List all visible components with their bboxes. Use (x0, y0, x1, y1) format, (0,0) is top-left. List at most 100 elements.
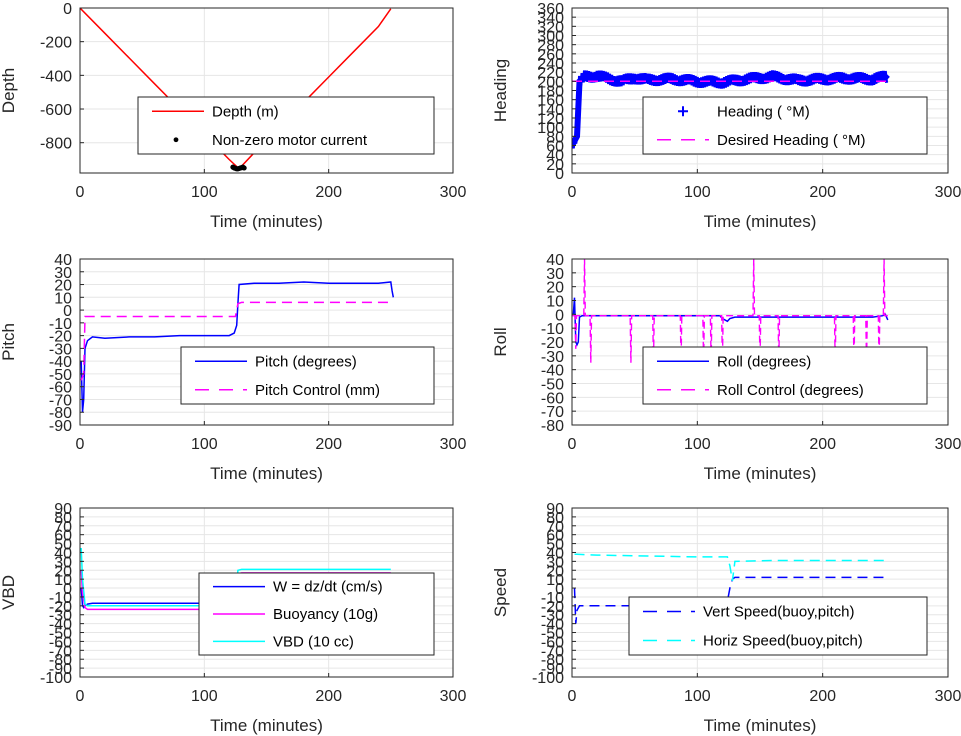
pitch-y-tick-label: 0 (63, 303, 72, 320)
vbd-y-tick-label: -10 (49, 590, 72, 607)
pitch-y-tick-label: -80 (49, 405, 72, 422)
pitch-x-axis-label: Time (minutes) (210, 464, 323, 483)
roll-y-tick-label: 0 (555, 307, 564, 324)
vbd-y-tick-label: -40 (49, 617, 72, 634)
vbd-y-tick-label: 50 (54, 537, 72, 554)
speed-x-tick-label: 200 (809, 688, 836, 705)
speed-legend-box (628, 596, 928, 656)
heading-y-tick-label: 120 (537, 111, 564, 128)
depth-axes-box (79, 7, 454, 174)
heading-y-tick-label: 200 (537, 74, 564, 91)
speed-y-tick-label: -90 (541, 661, 564, 678)
roll-y-tick-label: 30 (546, 266, 564, 283)
depth-y-axis-label: Depth (0, 68, 18, 113)
roll-legend-box (642, 346, 928, 405)
depth-series-group (80, 7, 392, 172)
pitch-y-axis-label: Pitch (0, 323, 18, 361)
speed-y-tick-label: 90 (546, 501, 564, 518)
speed-y-tick-label: -80 (541, 652, 564, 669)
vbd-y-tick-label: 10 (54, 572, 72, 589)
vbd-y-axis-label: VBD (0, 575, 18, 610)
depth-x-tick-label: 100 (191, 184, 218, 201)
heading-x-axis-label: Time (minutes) (704, 212, 817, 231)
pitch-series-0-line (80, 281, 395, 413)
depth-x-tick-label: 300 (440, 184, 467, 201)
depth-legend: Depth (m) Non-zero motor current (137, 96, 435, 155)
pitch-axes-box (79, 258, 454, 426)
heading-x-tick-label: 300 (935, 184, 961, 201)
pitch-x-tick-label: 0 (76, 436, 85, 453)
heading-y-tick-label: 180 (537, 84, 564, 101)
heading-x-tick-label: 100 (684, 184, 711, 201)
vbd-y-tick-label: -60 (49, 634, 72, 651)
roll-y-tick-label: 20 (546, 280, 564, 297)
speed-x-tick-label: 0 (568, 688, 577, 705)
speed-y-tick-label: 30 (546, 554, 564, 571)
vbd-y-tick-label: 90 (54, 501, 72, 518)
heading-y-tick-label: 100 (537, 120, 564, 137)
heading-x-tick-label: 0 (568, 184, 577, 201)
heading-legend-swatch (678, 106, 688, 117)
speed-y-tick-label: -60 (541, 634, 564, 651)
roll-y-tick-label: -70 (541, 404, 564, 421)
speed-y-tick-label: 70 (546, 519, 564, 536)
depth-y-tick-label: -200 (40, 35, 72, 52)
vbd-legend-label: W = dz/dt (cm/s) (273, 579, 383, 596)
speed-y-tick-label: 10 (546, 572, 564, 589)
pitch-legend-box (180, 346, 435, 405)
pitch-y-tick-label: -20 (49, 329, 72, 346)
speed-y-tick-label: -40 (541, 617, 564, 634)
roll-x-tick-label: 100 (684, 436, 711, 453)
heading-y-axis-label: Heading (491, 59, 510, 122)
heading-legend-box (642, 96, 928, 155)
speed-series-1-line (574, 553, 888, 582)
heading-y-tick-label: 80 (546, 129, 564, 146)
vbd-y-tick-label: 20 (54, 563, 72, 580)
roll-y-tick-label: -10 (541, 321, 564, 338)
pitch-y-tick-label: 10 (54, 290, 72, 307)
pitch-legend-label: Pitch (degrees) (255, 353, 357, 370)
vbd-legend-label: VBD (10 cc) (273, 633, 354, 650)
speed-y-tick-label: 20 (546, 563, 564, 580)
roll-y-tick-label: -60 (541, 390, 564, 407)
pitch-legend-label: Pitch Control (mm) (255, 382, 380, 399)
depth-legend-swatch (173, 137, 179, 143)
pitch-y-tick-label: -90 (49, 418, 72, 435)
vbd-y-tick-label: -20 (49, 599, 72, 616)
vbd-y-tick-label: 70 (54, 519, 72, 536)
roll-panel: 0 100 200 300403020100-10-20-30-40-50-60-70… (491, 252, 961, 483)
speed-legend: Vert Speed(buoy,pitch) Horiz Speed(buoy,p… (628, 596, 928, 656)
vbd-y-tick-label: -80 (49, 652, 72, 669)
heading-y-tick-label: 40 (546, 148, 564, 165)
heading-y-tick-label: 280 (537, 38, 564, 55)
pitch-y-tick-label: -60 (49, 380, 72, 397)
pitch-y-tick-label: -30 (49, 341, 72, 358)
vbd-x-axis-label: Time (minutes) (210, 716, 323, 735)
depth-x-tick-label: 200 (315, 184, 342, 201)
speed-panel: 0 100 200 3009080706050403020100-10-20-30-4… (491, 501, 961, 735)
speed-y-tick-label: -20 (541, 599, 564, 616)
depth-y-tick-label: -800 (40, 136, 72, 153)
heading-series-0-trend (572, 72, 890, 147)
vbd-y-tick-label: -50 (49, 626, 72, 643)
speed-legend-label: Vert Speed(buoy,pitch) (703, 604, 854, 621)
heading-y-tick-label: 340 (537, 10, 564, 27)
speed-y-tick-label: -10 (541, 590, 564, 607)
heading-x-tick-label: 200 (809, 184, 836, 201)
vbd-legend-label: Buoyancy (10g) (273, 606, 378, 623)
speed-x-tick-label: 300 (935, 688, 961, 705)
vbd-x-tick-label: 0 (76, 688, 85, 705)
vbd-x-tick-label: 200 (315, 688, 342, 705)
pitch-y-tick-label: 30 (54, 265, 72, 282)
roll-y-tick-label: -40 (541, 363, 564, 380)
pitch-y-tick-label: 20 (54, 278, 72, 295)
vbd-y-tick-label: -70 (49, 643, 72, 660)
vbd-x-tick-label: 100 (191, 688, 218, 705)
vbd-axes-box (79, 507, 454, 678)
depth-legend-label: Depth (m) (212, 103, 279, 120)
pitch-legend: Pitch (degrees) Pitch Control (mm) (180, 346, 435, 405)
depth-x-tick-label: 0 (76, 184, 85, 201)
roll-x-tick-label: 0 (568, 436, 577, 453)
heading-legend-label: Heading ( °M) (717, 103, 810, 120)
